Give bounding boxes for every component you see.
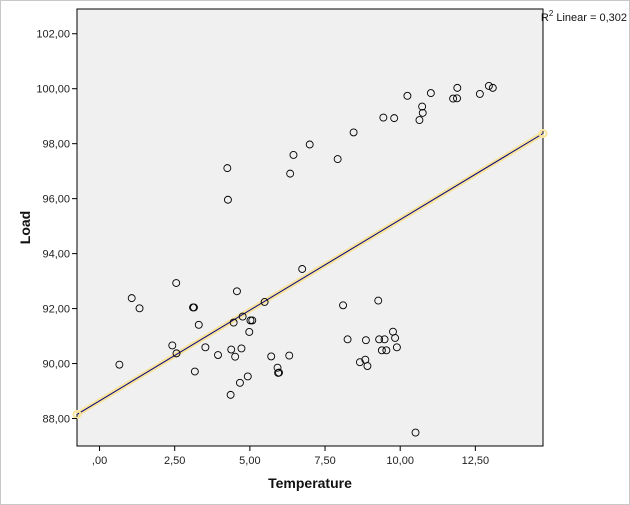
- data-point: [390, 114, 399, 123]
- data-point: [223, 195, 232, 204]
- data-point: [377, 346, 386, 355]
- data-point: [248, 316, 257, 325]
- data-points: [115, 82, 497, 437]
- fit-line-group: [72, 129, 548, 419]
- y-tick-label: 90,00: [42, 359, 70, 371]
- r2-label-prefix: R: [541, 12, 549, 24]
- data-point: [238, 312, 247, 321]
- data-point: [349, 128, 358, 137]
- data-point: [285, 351, 294, 360]
- plot-area: [76, 8, 544, 447]
- data-point: [190, 367, 199, 376]
- y-tick-label: 96,00: [42, 194, 70, 206]
- x-axis: ,00 2,50 5,00 7,50 10,00 12,50: [92, 446, 489, 467]
- data-point: [411, 428, 420, 437]
- data-point: [298, 265, 307, 273]
- r2-label: R2 Linear = 0,302: [541, 9, 627, 24]
- data-point: [418, 102, 427, 111]
- x-axis-title: Temperature: [268, 475, 352, 491]
- data-point: [475, 89, 484, 98]
- fit-line-end-right: [538, 129, 548, 139]
- data-point: [115, 360, 124, 369]
- data-point: [267, 352, 276, 361]
- data-point: [418, 108, 427, 117]
- x-tick-label: ,00: [92, 455, 107, 467]
- data-point: [194, 320, 203, 329]
- data-point: [223, 164, 232, 173]
- data-point: [380, 335, 389, 344]
- data-point: [286, 169, 295, 178]
- data-point: [343, 335, 352, 344]
- x-tick-label: 10,00: [386, 455, 414, 467]
- data-point: [363, 362, 372, 370]
- data-point: [361, 336, 370, 345]
- data-point: [453, 83, 462, 92]
- data-point: [190, 303, 198, 312]
- x-tick-label: 12,50: [462, 455, 490, 467]
- data-point: [231, 352, 240, 361]
- data-point: [375, 335, 384, 344]
- data-point: [245, 327, 254, 336]
- y-tick-label: 98,00: [42, 139, 70, 151]
- data-point: [426, 89, 435, 98]
- data-point: [172, 279, 181, 287]
- data-point: [127, 294, 136, 303]
- r2-label-superscript: 2: [549, 9, 554, 18]
- data-point: [392, 343, 401, 352]
- y-tick-label: 92,00: [42, 304, 70, 316]
- data-point: [484, 82, 493, 90]
- data-point: [232, 287, 241, 296]
- fit-line-end-left: [72, 409, 82, 419]
- data-point: [289, 150, 298, 159]
- data-point: [333, 155, 342, 164]
- data-point: [305, 140, 314, 149]
- data-point: [237, 344, 246, 353]
- data-point: [275, 368, 283, 377]
- data-point: [135, 304, 144, 313]
- x-tick-label: 5,00: [239, 455, 260, 467]
- data-point: [355, 358, 364, 367]
- y-axis: 88,00 90,00 92,00 94,00 96,00 98,00 100,00 102,…: [36, 29, 77, 426]
- data-point: [273, 363, 282, 372]
- data-point: [488, 83, 497, 92]
- r2-label-text: Linear = 0,302: [553, 12, 627, 24]
- data-point: [415, 116, 424, 124]
- y-tick-label: 102,00: [36, 29, 70, 41]
- y-axis-title: Load: [17, 211, 33, 244]
- data-point: [235, 378, 244, 387]
- y-tick-label: 94,00: [42, 249, 70, 261]
- data-point: [243, 372, 252, 381]
- data-point: [449, 94, 458, 103]
- data-point: [453, 94, 461, 103]
- data-point: [226, 390, 235, 399]
- data-point: [382, 346, 391, 355]
- data-point: [168, 341, 177, 350]
- data-point: [339, 301, 348, 310]
- data-point: [374, 296, 383, 305]
- data-point: [201, 343, 210, 352]
- data-point: [260, 298, 269, 306]
- data-point: [172, 349, 181, 358]
- data-point: [227, 345, 236, 354]
- data-point: [379, 113, 388, 122]
- x-tick-label: 7,50: [314, 455, 335, 467]
- x-tick-label: 2,50: [164, 455, 185, 467]
- y-tick-label: 100,00: [36, 84, 70, 96]
- data-point: [391, 334, 400, 342]
- data-point: [403, 91, 412, 100]
- fit-line: [76, 133, 544, 415]
- data-point: [229, 318, 238, 327]
- data-point: [214, 351, 222, 359]
- y-tick-label: 88,00: [42, 414, 70, 426]
